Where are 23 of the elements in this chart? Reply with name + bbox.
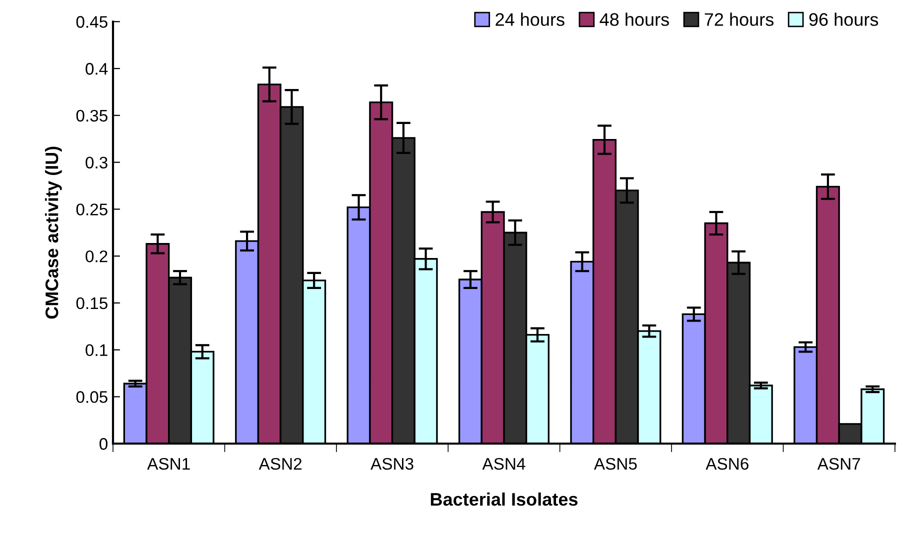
y-tick-label: 0.25	[76, 204, 108, 216]
legend-label: 72 hours	[704, 12, 774, 26]
x-tick-label: ASN3	[370, 458, 414, 470]
y-axis-title: CMCase activity (IU)	[44, 146, 62, 319]
legend-label: 24 hours	[496, 12, 564, 26]
y-tick-label: 0.3	[86, 156, 108, 169]
y-tick-label: 0.35	[76, 110, 108, 122]
y-tick-label: 0	[100, 438, 108, 450]
x-tick-label: ASN6	[706, 458, 748, 470]
y-tick-label: 0.2	[86, 250, 108, 262]
x-axis-title: Bacterial Isolates	[430, 492, 578, 506]
y-tick-label: 0.1	[86, 344, 108, 356]
y-tick-label: 0.45	[76, 16, 108, 28]
legend-label: 96 hours	[809, 12, 878, 26]
x-tick-label: ASN7	[817, 458, 860, 470]
x-tick-label: ASN1	[147, 458, 190, 470]
x-tick-label: ASN5	[594, 458, 637, 470]
x-tick-label: ASN4	[482, 458, 526, 470]
y-tick-label: 0.05	[76, 391, 108, 403]
x-tick-label: ASN2	[258, 458, 302, 470]
legend-label: 48 hours	[600, 12, 669, 26]
y-tick-label: 0.4	[86, 62, 108, 75]
y-tick-label: 0.15	[76, 297, 108, 310]
